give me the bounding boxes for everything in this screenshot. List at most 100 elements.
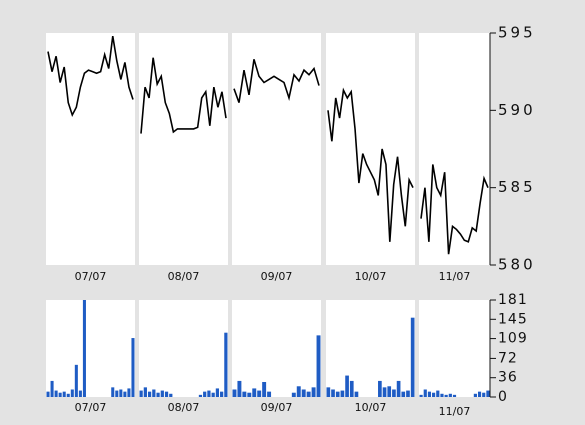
y-tick-label: 145 — [498, 311, 528, 327]
volume-bar — [215, 388, 220, 397]
panel — [139, 300, 228, 397]
volume-bar — [291, 392, 296, 397]
y-tick-label: 36 — [498, 370, 518, 386]
price-line — [327, 87, 414, 242]
volume-bar — [123, 391, 127, 397]
volume-bar — [127, 388, 131, 397]
volume-bar — [252, 388, 257, 397]
volume-bar — [427, 391, 432, 397]
volume-bar — [473, 393, 477, 397]
volume-bar — [301, 389, 306, 397]
volume-bar — [169, 393, 173, 397]
volume-bar — [296, 386, 301, 397]
panel — [46, 33, 135, 265]
volume-bar — [477, 391, 482, 397]
y-tick-label: 0 — [498, 389, 508, 405]
volume-bar — [54, 390, 58, 397]
panel — [232, 33, 321, 265]
volume-bar — [111, 387, 115, 397]
volume-bar — [444, 394, 448, 397]
volume-bar — [436, 390, 440, 397]
volume-bar — [406, 390, 410, 397]
volume-bar — [262, 381, 267, 397]
volume-bar — [382, 387, 387, 397]
volume-bar — [237, 380, 242, 397]
volume-bar — [147, 391, 152, 397]
volume-bar — [74, 364, 78, 397]
y-tick-label: 109 — [498, 331, 528, 347]
y-tick-label: 590 — [498, 101, 536, 119]
panel — [232, 300, 321, 397]
volume-bar — [392, 389, 396, 397]
y-tick-label: 72 — [498, 350, 518, 366]
volume-bar — [345, 375, 349, 397]
volume-bar — [224, 332, 228, 397]
volume-bar — [46, 391, 50, 397]
volume-bar — [257, 390, 262, 397]
volume-bar — [349, 380, 354, 397]
x-tick-label: 09/07 — [261, 401, 293, 414]
panel — [419, 33, 490, 265]
volume-bar — [419, 394, 423, 397]
volume-bar — [452, 394, 457, 397]
price-line — [420, 164, 489, 255]
price-line — [233, 59, 320, 103]
volume-bar — [326, 387, 331, 397]
volume-bar — [119, 389, 123, 397]
x-tick-label: 08/07 — [168, 270, 200, 283]
volume-bar — [247, 392, 252, 397]
volume-bar — [335, 391, 340, 397]
panel — [326, 300, 415, 397]
volume-bar — [131, 338, 135, 397]
volume-bar — [164, 391, 169, 397]
volume-bar — [207, 390, 211, 397]
volume-bar — [198, 394, 203, 397]
panel — [139, 33, 228, 265]
volume-bar — [482, 392, 486, 397]
volume-bar — [220, 391, 224, 397]
volume-bar — [143, 387, 147, 397]
volume-bar — [267, 391, 272, 397]
volume-bar — [331, 389, 335, 397]
volume-bar — [440, 393, 444, 397]
panel — [326, 33, 415, 265]
volume-bar — [115, 390, 119, 397]
y-tick-label: 181 — [498, 292, 528, 308]
volume-bar — [139, 390, 143, 397]
volume-bar — [311, 387, 316, 397]
x-tick-label: 09/07 — [261, 270, 293, 283]
volume-bar — [160, 390, 164, 397]
volume-bar — [340, 390, 345, 397]
x-tick-label: 10/07 — [355, 401, 387, 414]
volume-bar — [152, 389, 156, 397]
volume-bar — [401, 391, 406, 397]
volume-bar — [354, 391, 359, 397]
volume-bar — [156, 392, 160, 397]
volume-bar — [316, 335, 321, 397]
x-tick-label: 07/07 — [75, 270, 107, 283]
volume-bar — [70, 389, 74, 397]
volume-bar — [448, 393, 452, 397]
x-tick-label: 11/07 — [439, 405, 471, 418]
price-line — [47, 35, 134, 118]
volume-bar — [410, 317, 415, 397]
volume-bar — [432, 392, 436, 397]
panel — [419, 300, 490, 397]
volume-bar — [62, 391, 66, 397]
volume-bar — [396, 380, 401, 397]
x-tick-label: 11/07 — [439, 270, 471, 283]
volume-bar — [242, 391, 247, 397]
volume-bar — [203, 391, 207, 397]
price-line — [140, 57, 227, 134]
volume-bar — [423, 389, 427, 397]
volume-bar — [82, 300, 86, 397]
volume-bar — [50, 380, 54, 397]
volume-bar — [66, 393, 70, 397]
x-tick-label: 07/07 — [75, 401, 107, 414]
panel — [46, 300, 135, 397]
volume-bar — [232, 389, 237, 397]
volume-bar — [211, 392, 215, 397]
volume-bar — [387, 386, 392, 397]
